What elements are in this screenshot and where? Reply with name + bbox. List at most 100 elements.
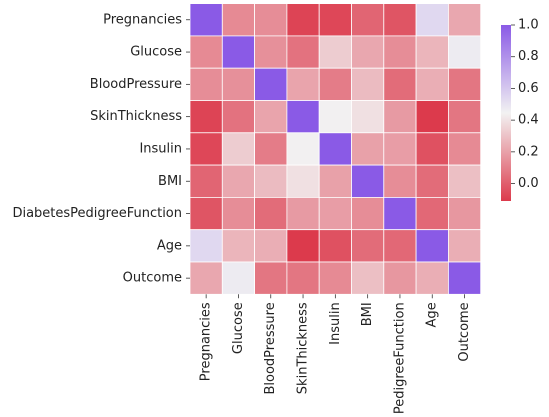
- heatmap-cell-skinthickness-insulin: [318, 100, 352, 134]
- heatmap-cell-diabetespedigreefunction-bmi: [351, 196, 385, 231]
- x-tick-label-skinthickness: SkinThickness: [296, 302, 311, 394]
- x-tick-label-pregnancies: Pregnancies: [199, 302, 214, 381]
- heatmap-cells: [189, 3, 482, 295]
- heatmap-cell-glucose-bloodpressure: [254, 35, 288, 69]
- heatmap-cell-bmi-glucose: [221, 164, 256, 198]
- heatmap-cell-outcome-outcome: [447, 261, 482, 295]
- heatmap-cell-glucose-outcome: [447, 35, 482, 69]
- heatmap-cell-diabetespedigreefunction-bloodpressure: [254, 196, 288, 231]
- heatmap-cell-glucose-age: [415, 35, 449, 69]
- heatmap-cell-skinthickness-age: [415, 100, 449, 134]
- heatmap-cell-bmi-outcome: [447, 164, 482, 198]
- heatmap-cell-age-insulin: [318, 229, 352, 263]
- x-tick-label-bmi: BMI: [360, 302, 375, 326]
- y-tick-label-outcome: Outcome: [123, 271, 182, 286]
- heatmap-cell-glucose-bmi: [351, 35, 385, 69]
- heatmap-cell-outcome-diabetespedigreefunction: [383, 261, 417, 295]
- colorbar-tick-label: 0.4: [518, 113, 539, 128]
- heatmap-cell-bmi-bmi: [351, 164, 385, 198]
- heatmap-cell-skinthickness-glucose: [221, 100, 256, 134]
- heatmap-cell-diabetespedigreefunction-pregnancies: [189, 196, 223, 231]
- heatmap-cell-age-age: [415, 229, 449, 263]
- heatmap-cell-insulin-glucose: [221, 132, 256, 166]
- heatmap-cell-diabetespedigreefunction-insulin: [318, 196, 352, 231]
- heatmap-cell-pregnancies-bloodpressure: [254, 3, 288, 37]
- heatmap-cell-insulin-diabetespedigreefunction: [383, 132, 417, 166]
- y-tick-label-age: Age: [157, 238, 182, 253]
- heatmap-cell-outcome-bloodpressure: [254, 261, 288, 295]
- heatmap-cell-insulin-pregnancies: [189, 132, 223, 166]
- heatmap-cell-bloodpressure-skinthickness: [286, 67, 320, 101]
- heatmap-cell-pregnancies-outcome: [447, 3, 482, 37]
- heatmap-cell-outcome-age: [415, 261, 449, 295]
- heatmap-cell-diabetespedigreefunction-outcome: [447, 196, 482, 231]
- heatmap-cell-skinthickness-pregnancies: [189, 100, 223, 134]
- heatmap-cell-bmi-bloodpressure: [254, 164, 288, 198]
- heatmap-cell-skinthickness-skinthickness: [286, 100, 320, 134]
- heatmap-cell-bloodpressure-pregnancies: [189, 67, 223, 101]
- heatmap-cell-insulin-bmi: [351, 132, 385, 166]
- heatmap-cell-glucose-glucose: [221, 35, 256, 69]
- heatmap-cell-bloodpressure-diabetespedigreefunction: [383, 67, 417, 101]
- heatmap-cell-pregnancies-glucose: [221, 3, 256, 37]
- y-tick-label-bmi: BMI: [158, 174, 182, 189]
- x-tick-label-outcome: Outcome: [457, 302, 472, 361]
- colorbar-tick-label: 0.0: [518, 176, 539, 191]
- x-tick-label-insulin: Insulin: [328, 302, 343, 345]
- heatmap-cell-diabetespedigreefunction-age: [415, 196, 449, 231]
- heatmap-cell-glucose-skinthickness: [286, 35, 320, 69]
- heatmap-cell-bloodpressure-insulin: [318, 67, 352, 101]
- x-tick-label-diabetespedigreefunction: DiabetesPedigreeFunction: [392, 302, 407, 413]
- x-tick-labels: Pregnancies Glucose BloodPressure SkinThick…: [199, 294, 472, 417]
- heatmap-cell-glucose-insulin: [318, 35, 352, 69]
- heatmap-cell-bmi-insulin: [318, 164, 352, 198]
- y-tick-label-insulin: Insulin: [139, 141, 182, 156]
- heatmap-cell-outcome-insulin: [318, 261, 352, 295]
- heatmap-cell-diabetespedigreefunction-glucose: [221, 196, 256, 231]
- heatmap-cell-age-bmi: [351, 229, 385, 263]
- colorbar-tick-label: 0.6: [518, 81, 539, 96]
- heatmap-cell-bmi-diabetespedigreefunction: [383, 164, 417, 198]
- colorbar-gradient: [501, 25, 511, 201]
- heatmap-cell-age-glucose: [221, 229, 256, 263]
- heatmap-cell-diabetespedigreefunction-diabetespedigreefunction: [383, 196, 417, 231]
- y-tick-label-bloodpressure: BloodPressure: [90, 77, 182, 92]
- heatmap-cell-bmi-pregnancies: [189, 164, 223, 198]
- heatmap-cell-insulin-age: [415, 132, 449, 166]
- heatmap-cell-insulin-bloodpressure: [254, 132, 288, 166]
- heatmap-cell-outcome-glucose: [221, 261, 256, 295]
- heatmap-cell-age-outcome: [447, 229, 482, 263]
- heatmap-cell-skinthickness-diabetespedigreefunction: [383, 100, 417, 134]
- heatmap-cell-glucose-pregnancies: [189, 35, 223, 69]
- x-tick-label-bloodpressure: BloodPressure: [263, 302, 278, 394]
- heatmap-cell-pregnancies-insulin: [318, 3, 352, 37]
- heatmap-cell-bmi-skinthickness: [286, 164, 320, 198]
- heatmap-cell-skinthickness-bloodpressure: [254, 100, 288, 134]
- heatmap-cell-bmi-age: [415, 164, 449, 198]
- heatmap-cell-pregnancies-skinthickness: [286, 3, 320, 37]
- heatmap-cell-outcome-pregnancies: [189, 261, 223, 295]
- heatmap-cell-skinthickness-outcome: [447, 100, 482, 134]
- heatmap-cell-age-diabetespedigreefunction: [383, 229, 417, 263]
- heatmap-cell-diabetespedigreefunction-skinthickness: [286, 196, 320, 231]
- heatmap-cell-pregnancies-age: [415, 3, 449, 37]
- heatmap-cell-pregnancies-diabetespedigreefunction: [383, 3, 417, 37]
- heatmap-cell-pregnancies-bmi: [351, 3, 385, 37]
- heatmap-cell-outcome-bmi: [351, 261, 385, 295]
- heatmap-cell-bloodpressure-outcome: [447, 67, 482, 101]
- y-tick-label-diabetespedigreefunction: DiabetesPedigreeFunction: [12, 206, 182, 221]
- heatmap-cell-pregnancies-pregnancies: [189, 3, 223, 37]
- colorbar-tick-label: 0.2: [518, 144, 539, 159]
- heatmap-cell-bloodpressure-bmi: [351, 67, 385, 101]
- heatmap-cell-age-pregnancies: [189, 229, 223, 263]
- colorbar: 0.0 0.2 0.4 0.6 0.8 1.0: [501, 18, 539, 201]
- colorbar-tick-label: 1.0: [518, 18, 539, 33]
- y-tick-label-skinthickness: SkinThickness: [90, 109, 182, 124]
- heatmap-cell-insulin-insulin: [318, 132, 352, 166]
- x-tick-label-glucose: Glucose: [231, 302, 246, 354]
- heatmap-cell-bloodpressure-glucose: [221, 67, 256, 101]
- y-tick-label-glucose: Glucose: [130, 45, 182, 60]
- heatmap-cell-bloodpressure-bloodpressure: [254, 67, 288, 101]
